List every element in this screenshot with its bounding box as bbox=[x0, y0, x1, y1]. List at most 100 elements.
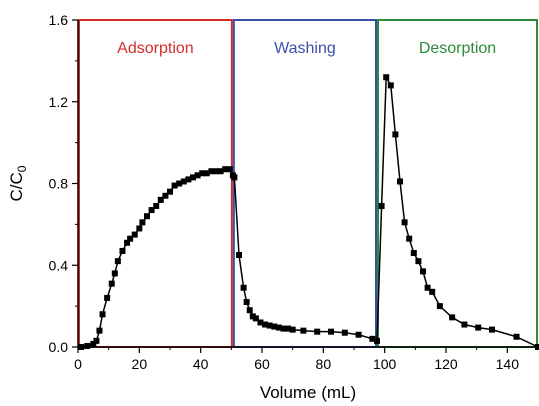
data-point bbox=[78, 344, 85, 350]
y-axis-title-main: C/C bbox=[7, 172, 26, 201]
data-point bbox=[383, 74, 390, 81]
y-axis-title: C/C0 bbox=[7, 165, 29, 201]
data-point bbox=[392, 131, 399, 138]
data-point bbox=[300, 327, 307, 334]
data-point bbox=[429, 288, 436, 295]
region-label-adsorption: Adsorption bbox=[117, 40, 194, 57]
data-point bbox=[226, 166, 233, 173]
data-point bbox=[369, 335, 376, 342]
data-point bbox=[162, 192, 169, 199]
data-point bbox=[114, 258, 121, 265]
data-point bbox=[136, 225, 143, 232]
data-point bbox=[93, 337, 100, 344]
data-point bbox=[144, 213, 150, 220]
data-point bbox=[374, 337, 380, 344]
data-point bbox=[131, 231, 138, 238]
data-point bbox=[104, 294, 111, 301]
data-point bbox=[387, 82, 394, 89]
data-point bbox=[240, 284, 247, 291]
data-point bbox=[153, 202, 160, 209]
data-point bbox=[96, 327, 103, 334]
x-tick-label-40: 40 bbox=[193, 356, 209, 372]
x-tick-label-20: 20 bbox=[132, 356, 148, 372]
data-point bbox=[406, 235, 413, 242]
region-box-washing bbox=[232, 19, 377, 348]
data-point bbox=[341, 329, 348, 336]
data-point bbox=[489, 326, 495, 333]
data-point bbox=[90, 340, 97, 347]
data-point bbox=[176, 180, 183, 187]
x-tick-label-0: 0 bbox=[74, 356, 82, 372]
data-point bbox=[108, 280, 115, 287]
data-point bbox=[424, 284, 431, 291]
data-point bbox=[420, 268, 426, 275]
data-point bbox=[285, 325, 292, 332]
data-point bbox=[436, 303, 443, 310]
data-point bbox=[513, 333, 520, 340]
data-point bbox=[401, 219, 408, 226]
data-point bbox=[185, 176, 192, 183]
x-tick-label-60: 60 bbox=[254, 356, 270, 372]
tick-marks bbox=[72, 19, 508, 353]
y-tick-label-0.4: 0.4 bbox=[49, 257, 69, 273]
data-point bbox=[257, 319, 264, 326]
data-point bbox=[236, 252, 242, 259]
y-tick-label-1.2: 1.2 bbox=[49, 94, 69, 110]
data-point bbox=[180, 178, 187, 185]
x-tick-label-120: 120 bbox=[434, 356, 458, 372]
data-point bbox=[157, 196, 164, 203]
data-point bbox=[171, 182, 178, 189]
data-point bbox=[266, 322, 273, 329]
data-point bbox=[194, 172, 201, 179]
data-point bbox=[262, 321, 269, 328]
region-box-adsorption bbox=[78, 19, 233, 348]
data-point bbox=[111, 270, 118, 277]
region-boxes bbox=[78, 19, 538, 348]
data-point bbox=[84, 342, 91, 349]
data-point bbox=[222, 166, 229, 173]
x-tick-label-80: 80 bbox=[316, 356, 332, 372]
data-point bbox=[203, 170, 210, 177]
data-point bbox=[199, 170, 206, 177]
y-tick-label-0.8: 0.8 bbox=[49, 176, 69, 192]
data-point bbox=[190, 174, 196, 181]
data-point bbox=[410, 249, 417, 256]
data-point bbox=[231, 174, 238, 181]
data-point bbox=[535, 344, 539, 350]
y-tick-label-1.6: 1.6 bbox=[49, 12, 69, 28]
data-point bbox=[289, 326, 296, 333]
data-point bbox=[99, 311, 106, 318]
y-tick-label-0.0: 0.0 bbox=[49, 339, 69, 355]
region-labels: Adsorption Washing Desorption bbox=[117, 40, 496, 57]
x-axis-title: Volume (mL) bbox=[260, 383, 356, 402]
region-label-washing: Washing bbox=[274, 40, 336, 57]
data-point bbox=[475, 324, 482, 331]
data-point bbox=[148, 207, 155, 214]
data-point bbox=[314, 328, 321, 335]
data-point bbox=[119, 247, 126, 254]
data-point bbox=[139, 219, 146, 226]
data-point bbox=[271, 323, 278, 330]
axes bbox=[77, 20, 538, 348]
data-point bbox=[449, 314, 456, 321]
data-point bbox=[355, 331, 362, 338]
data-point bbox=[127, 235, 134, 242]
data-point bbox=[246, 307, 253, 314]
data-point bbox=[249, 313, 256, 320]
region-label-desorption: Desorption bbox=[419, 40, 496, 57]
x-tick-label-100: 100 bbox=[373, 356, 397, 372]
data-point bbox=[328, 328, 334, 335]
data-point bbox=[461, 321, 468, 328]
data-point bbox=[243, 299, 250, 306]
data-point bbox=[217, 168, 224, 175]
data-point bbox=[213, 168, 219, 175]
tick-labels: 0 20 40 60 80 100 120 140 0.0 0.4 0.8 1.2 1.6 bbox=[49, 12, 520, 372]
data-point bbox=[397, 178, 403, 185]
data-point bbox=[275, 324, 282, 331]
data-point bbox=[415, 258, 422, 265]
y-axis-title-subscript: 0 bbox=[15, 165, 29, 172]
x-tick-label-140: 140 bbox=[496, 356, 520, 372]
data-point bbox=[252, 315, 259, 322]
data-point bbox=[167, 188, 173, 195]
